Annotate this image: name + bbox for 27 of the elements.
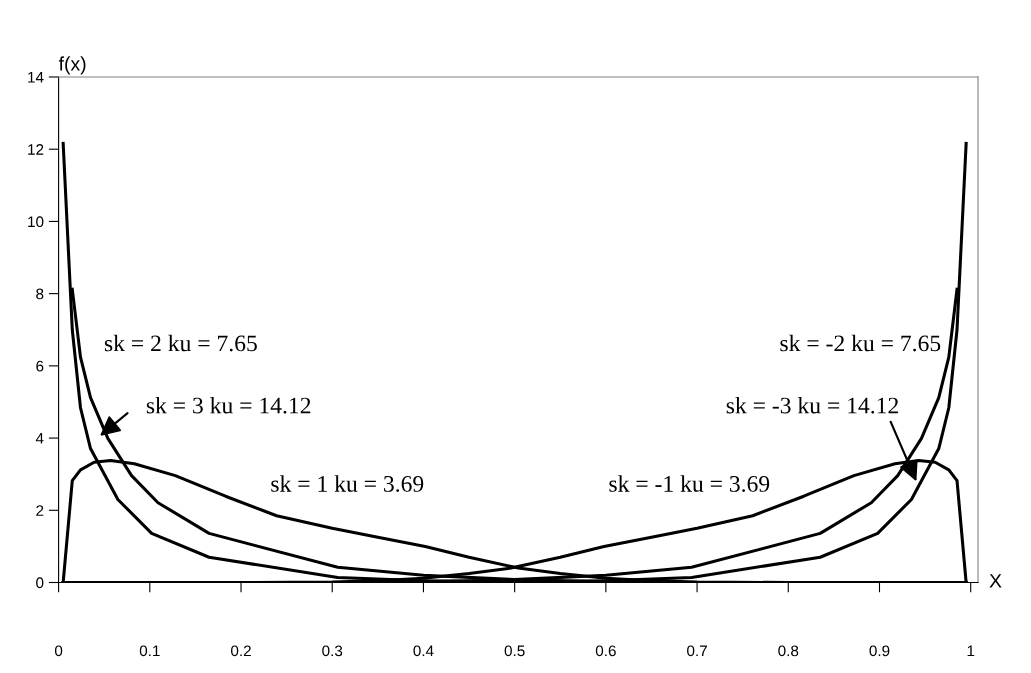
x-tick-label: 0.9 (869, 645, 890, 657)
y-tick-label: 8 (36, 288, 44, 300)
x-tick-label: 0 (54, 645, 63, 657)
y-tick-label: 4 (35, 433, 44, 444)
x-axis-title: X (989, 574, 1002, 588)
x-tick-label: 0.8 (778, 645, 799, 657)
x-tick-label: 0.2 (231, 645, 251, 657)
annotation: sk = -2 ku = 7.65 (780, 334, 941, 352)
annotation: sk = 3 ku = 14.12 (146, 396, 311, 414)
annotation: sk = -1 ku = 3.69 (609, 475, 770, 492)
y-tick-label: 10 (28, 216, 44, 228)
y-tick-label: 14 (28, 72, 44, 83)
x-tick-label: 0.5 (504, 645, 525, 657)
y-tick-label: 6 (36, 360, 44, 372)
x-tick-label: 0.6 (595, 645, 616, 657)
x-tick-label: 0.7 (687, 645, 707, 657)
x-tick-label: 0.4 (413, 645, 434, 657)
x-tick-label: 0.3 (322, 645, 343, 657)
annotation: sk = 2 ku = 7.65 (104, 334, 257, 352)
y-tick-label: 12 (28, 144, 44, 155)
y-tick-label: 0 (36, 577, 44, 589)
y-tick-label: 2 (36, 505, 44, 516)
y-axis-title: f(x) (58, 56, 86, 75)
x-tick-label: 0.1 (139, 645, 160, 657)
x-tick-label: 1 (967, 645, 975, 657)
annotation: sk = -3 ku = 14.12 (726, 396, 898, 414)
annotation: sk = 1 ku = 3.69 (271, 475, 424, 492)
